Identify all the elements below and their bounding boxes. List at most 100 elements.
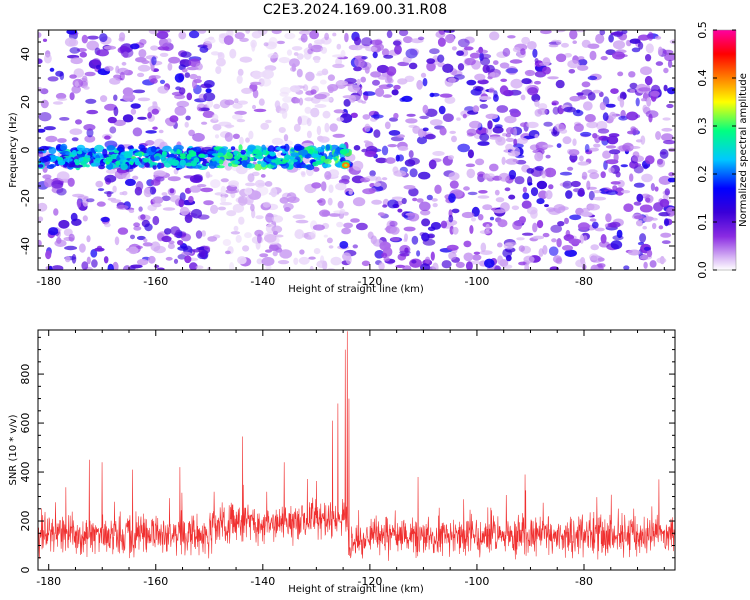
spectrogram-cell (518, 261, 528, 266)
spectrogram-cell (403, 185, 416, 190)
spectrogram-cell (362, 91, 376, 96)
spectrogram-cell (107, 263, 114, 270)
spectrogram-cell (167, 62, 173, 71)
spectrogram-cell (391, 196, 404, 200)
spectrogram-cell (227, 148, 232, 153)
spectrogram-cell (569, 30, 578, 40)
spectrogram-cell (608, 149, 621, 155)
spectrogram-cell (122, 114, 134, 123)
spectrogram-cell (376, 64, 389, 74)
spectrogram-cell (403, 226, 416, 232)
spectrogram-cell (271, 225, 283, 234)
spectrogram-cell (140, 214, 146, 220)
spectrogram-cell (586, 180, 591, 191)
spectrogram-cell (241, 160, 247, 164)
spectrogram-cell (332, 63, 345, 69)
spectrogram-cell (336, 117, 345, 122)
spectrogram-cell (159, 52, 169, 58)
spectrogram-cell (378, 84, 392, 89)
spectrogram-cell (265, 212, 274, 223)
spectrogram-cell (257, 160, 262, 165)
spectrogram-cell (296, 53, 304, 60)
spectrogram-cell (401, 197, 407, 205)
spectrogram-cell (48, 147, 57, 155)
spectrogram-cell (333, 157, 338, 161)
spectrogram-cell (386, 30, 393, 39)
spectrogram-cell (304, 154, 309, 158)
spectrogram-cell (352, 45, 363, 51)
spectrogram-cell (621, 30, 628, 34)
spectrogram-cell (407, 212, 420, 222)
spectrogram-cell (84, 155, 91, 159)
spectrogram-cell (485, 113, 499, 120)
spectrogram-cell (236, 119, 246, 123)
spectrogram-cell (74, 80, 79, 88)
spectrogram-cell (417, 128, 425, 138)
spectrogram-cell (156, 31, 169, 40)
spectrogram-cell (345, 255, 352, 265)
spectrogram-cell (350, 112, 358, 119)
spectrogram-cell (427, 226, 436, 232)
spectrogram-cell (95, 180, 104, 188)
spectrogram-cell (184, 121, 189, 128)
spectrogram-cell (230, 146, 236, 151)
spectrogram-cell (359, 61, 372, 71)
spectrogram-cell (236, 75, 243, 84)
spectrogram-cell (40, 99, 49, 109)
spectrogram-cell (344, 32, 349, 43)
spectrogram-cell (378, 262, 385, 270)
spectrogram-cell (229, 48, 237, 59)
spectrogram-cell (57, 138, 67, 143)
spectrogram-cell (429, 48, 440, 55)
spectrogram-cell (430, 251, 435, 261)
spectrogram-cell (479, 53, 492, 59)
spectrogram-cell (431, 198, 438, 202)
spectrogram-cell (561, 245, 574, 251)
spectrogram-cell (388, 130, 401, 136)
spectrogram-cell (577, 222, 590, 231)
spectrogram-cell (421, 218, 431, 227)
spectrogram-cell (475, 158, 485, 166)
spectrogram-cell (315, 73, 323, 77)
spectrogram-cell (154, 264, 160, 268)
spectrogram-cell (432, 203, 438, 208)
spectrogram-cell (272, 251, 278, 257)
spectrogram-cell (382, 94, 392, 98)
spectrogram-cell (502, 47, 511, 57)
spectrogram-cell (399, 253, 410, 257)
spectrogram-cell (536, 180, 548, 190)
spectrogram-cell (429, 119, 443, 126)
spectrogram-cell (419, 263, 431, 270)
spectrogram-cell (299, 249, 305, 255)
spectrogram-cell (136, 235, 146, 241)
spectrogram-cell (596, 120, 608, 131)
spectrogram-cell (389, 226, 400, 235)
spectrogram-cell (203, 245, 211, 251)
spectrogram-cell (260, 174, 266, 178)
spectrogram-cell (407, 157, 420, 165)
spectrogram-cell (156, 267, 165, 270)
spectrogram-cell (508, 194, 516, 200)
spectrogram-cell (103, 45, 117, 50)
spectrogram-cell (505, 137, 515, 142)
spectrogram-cell (472, 254, 482, 261)
spectrogram-cell (465, 261, 473, 270)
spectrogram-cell (55, 92, 67, 100)
spectrogram-cell (335, 80, 349, 86)
spectrogram-cell (144, 162, 150, 168)
spectrogram-cell (586, 121, 599, 129)
spectrogram-cell (568, 238, 582, 245)
spectrogram-cell (232, 103, 243, 109)
spectrogram-cell (158, 38, 169, 48)
spectrogram-cell (467, 191, 478, 196)
spectrogram-cell (76, 144, 86, 151)
spectrogram-cell (237, 68, 244, 76)
spectrogram-cell (339, 148, 348, 155)
spectrogram-cell (605, 103, 616, 108)
spectrogram-cell (361, 56, 368, 60)
spectrogram-cell (330, 256, 342, 266)
spectrogram-cell (152, 196, 164, 204)
spectrogram-cell (267, 145, 275, 154)
spectrogram-cell (216, 57, 226, 67)
spectrogram-cell (138, 49, 147, 58)
